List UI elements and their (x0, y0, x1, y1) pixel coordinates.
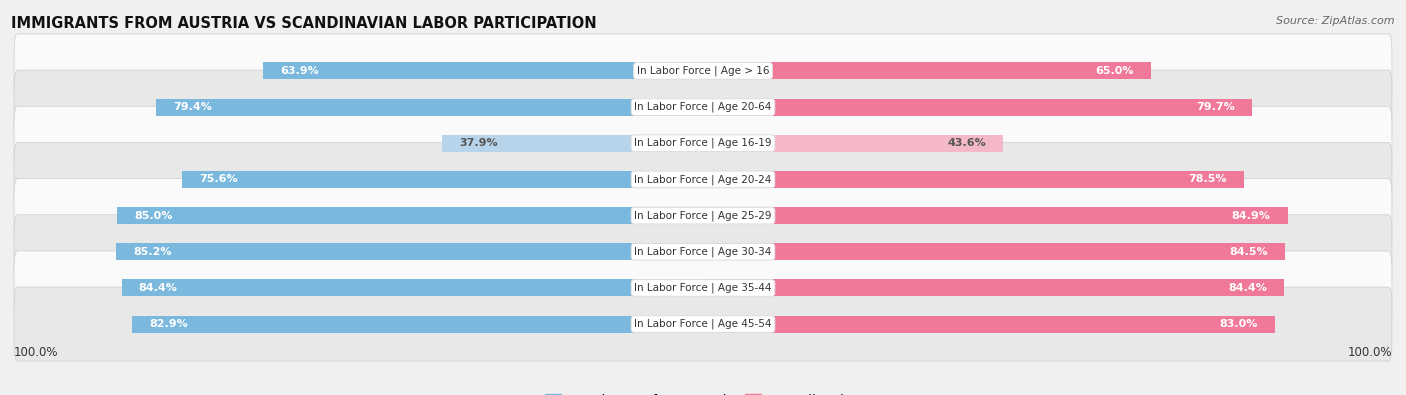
FancyBboxPatch shape (14, 143, 1392, 216)
Bar (121, 280, 703, 296)
Text: In Labor Force | Age 35-44: In Labor Force | Age 35-44 (634, 283, 772, 293)
FancyBboxPatch shape (14, 179, 1392, 252)
Bar (703, 99, 1253, 115)
Text: In Labor Force | Age 16-19: In Labor Force | Age 16-19 (634, 138, 772, 149)
Text: In Labor Force | Age 20-24: In Labor Force | Age 20-24 (634, 174, 772, 185)
FancyBboxPatch shape (14, 287, 1392, 361)
Text: 84.5%: 84.5% (1229, 247, 1268, 257)
Bar (703, 135, 1004, 152)
Text: 37.9%: 37.9% (460, 138, 498, 148)
FancyBboxPatch shape (14, 106, 1392, 180)
FancyBboxPatch shape (14, 215, 1392, 289)
Bar (441, 135, 703, 152)
Bar (156, 99, 703, 115)
Bar (703, 171, 1244, 188)
Text: 100.0%: 100.0% (14, 346, 59, 359)
Bar (703, 280, 1285, 296)
Bar (183, 171, 703, 188)
FancyBboxPatch shape (14, 34, 1392, 108)
Legend: Immigrants from Austria, Scandinavian: Immigrants from Austria, Scandinavian (546, 394, 860, 395)
Text: Source: ZipAtlas.com: Source: ZipAtlas.com (1277, 16, 1395, 26)
Text: 63.9%: 63.9% (280, 66, 319, 76)
Text: In Labor Force | Age > 16: In Labor Force | Age > 16 (637, 66, 769, 76)
Bar (703, 316, 1275, 333)
Text: In Labor Force | Age 45-54: In Labor Force | Age 45-54 (634, 319, 772, 329)
Text: 85.2%: 85.2% (134, 247, 172, 257)
Text: 43.6%: 43.6% (948, 138, 986, 148)
FancyBboxPatch shape (14, 70, 1392, 144)
Text: 84.4%: 84.4% (139, 283, 177, 293)
Text: 100.0%: 100.0% (1347, 346, 1392, 359)
Text: 78.5%: 78.5% (1188, 175, 1226, 184)
Text: In Labor Force | Age 30-34: In Labor Force | Age 30-34 (634, 246, 772, 257)
Bar (117, 207, 703, 224)
Text: In Labor Force | Age 25-29: In Labor Force | Age 25-29 (634, 210, 772, 221)
Text: In Labor Force | Age 20-64: In Labor Force | Age 20-64 (634, 102, 772, 112)
Text: 79.7%: 79.7% (1197, 102, 1234, 112)
Bar (703, 207, 1288, 224)
Text: 84.4%: 84.4% (1229, 283, 1267, 293)
Text: 65.0%: 65.0% (1095, 66, 1133, 76)
Bar (117, 243, 703, 260)
Bar (703, 62, 1152, 79)
Text: 82.9%: 82.9% (149, 319, 188, 329)
Bar (703, 243, 1285, 260)
FancyBboxPatch shape (14, 251, 1392, 325)
Text: 79.4%: 79.4% (173, 102, 212, 112)
Text: IMMIGRANTS FROM AUSTRIA VS SCANDINAVIAN LABOR PARTICIPATION: IMMIGRANTS FROM AUSTRIA VS SCANDINAVIAN … (11, 16, 598, 31)
Text: 83.0%: 83.0% (1219, 319, 1257, 329)
Text: 84.9%: 84.9% (1232, 211, 1271, 220)
Bar (132, 316, 703, 333)
Text: 85.0%: 85.0% (135, 211, 173, 220)
Bar (263, 62, 703, 79)
Text: 75.6%: 75.6% (200, 175, 238, 184)
